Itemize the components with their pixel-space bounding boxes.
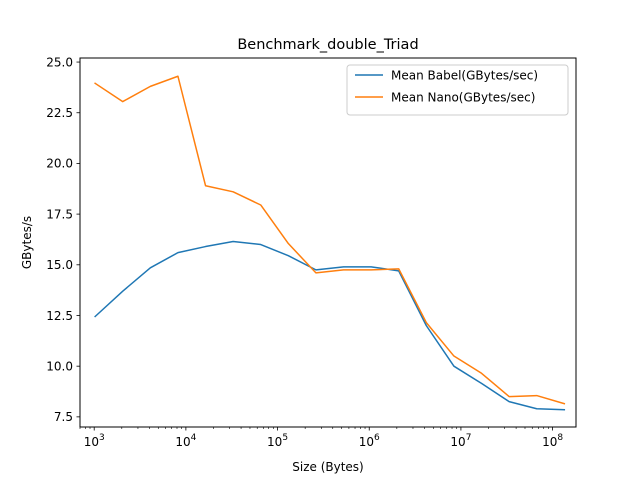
- x-tick-label: 103: [84, 433, 105, 449]
- series-line-1: [94, 75, 566, 405]
- x-tick-label: 104: [175, 433, 196, 449]
- legend: Mean Babel(GBytes/sec) Mean Nano(GBytes/s…: [346, 64, 569, 116]
- x-axis: 103 104 105 106 107 108: [79, 427, 563, 449]
- legend-box: [346, 64, 569, 116]
- y-axis-title: GBytes/s: [20, 216, 34, 269]
- x-axis-title: Size (Bytes): [292, 460, 363, 474]
- plot-lines: [94, 75, 566, 411]
- legend-label-0: Mean Babel(GBytes/sec): [391, 68, 538, 82]
- legend-label-1: Mean Nano(GBytes/sec): [391, 90, 535, 104]
- y-tick-label: 25.0: [46, 55, 73, 69]
- chart-title: Benchmark_double_Triad: [237, 37, 418, 53]
- plot-frame: [79, 57, 577, 428]
- x-tick-label: 107: [450, 433, 471, 449]
- y-tick-label: 7.5: [54, 410, 73, 424]
- y-tick-label: 15.0: [46, 258, 73, 272]
- y-tick-label: 20.0: [46, 157, 73, 171]
- y-tick-label: 10.0: [46, 359, 73, 373]
- x-tick-label: 105: [267, 433, 288, 449]
- x-tick-label: 106: [359, 433, 380, 449]
- y-axis: 7.5 10.0 12.5 15.0 17.5 20.0 22.5 25.0: [46, 55, 80, 424]
- y-tick-label: 12.5: [46, 309, 73, 323]
- x-tick-label: 108: [542, 433, 563, 449]
- y-tick-label: 22.5: [46, 106, 73, 120]
- y-tick-label: 17.5: [46, 207, 73, 221]
- series-line-0: [94, 240, 566, 411]
